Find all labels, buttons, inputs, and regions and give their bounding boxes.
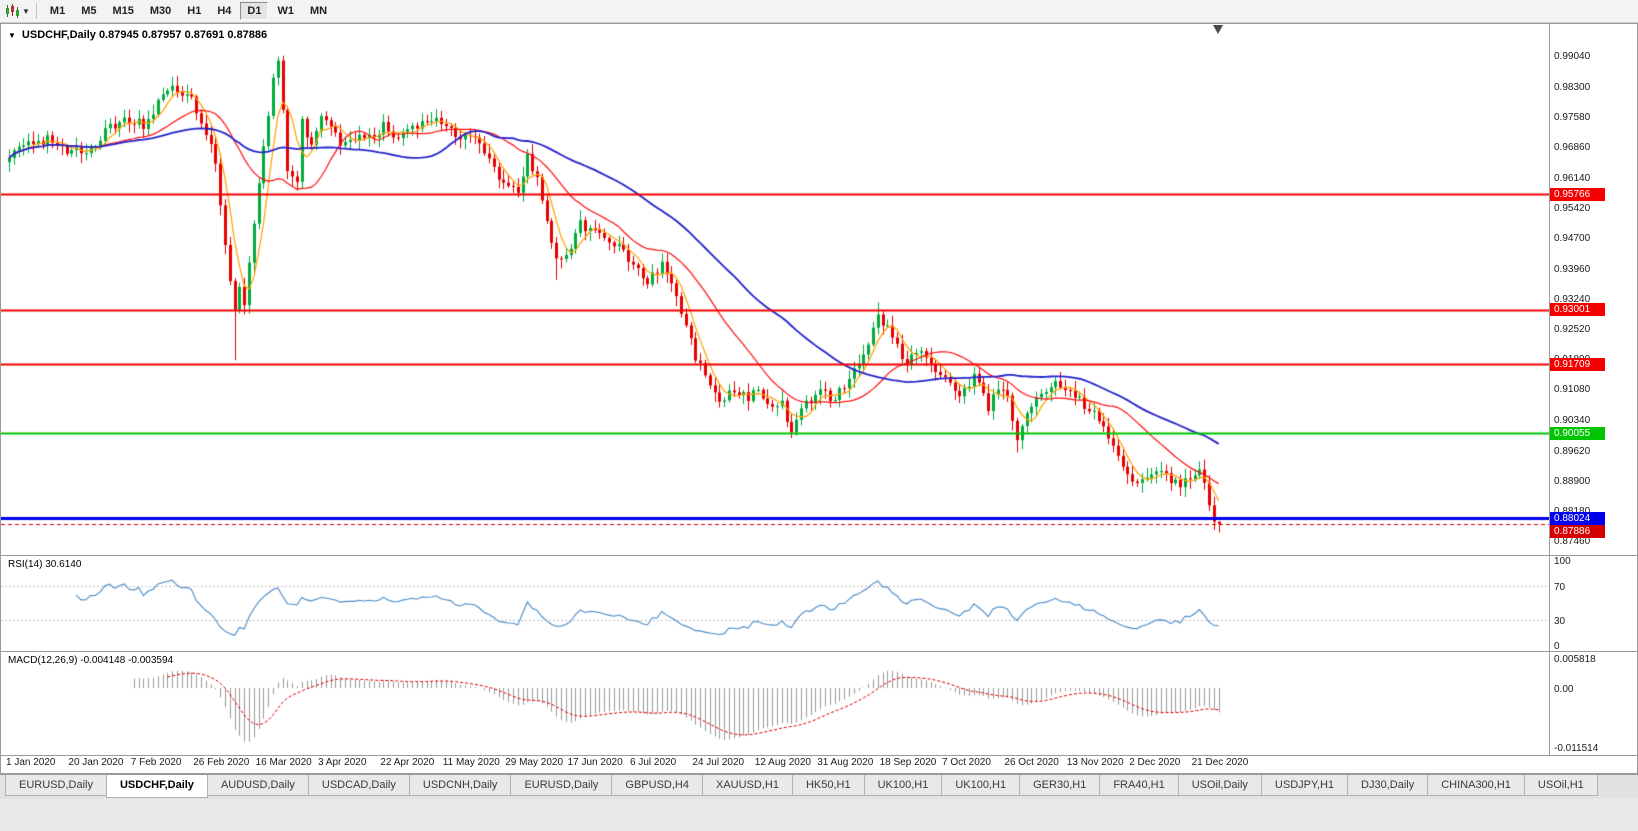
toolbar: ▼ M1 M5 M15 M30 H1 H4 D1 W1 MN	[0, 0, 1638, 23]
chart-tab-gbpusd-h4[interactable]: GBPUSD,H4	[611, 775, 703, 796]
chart-tab-bar: EURUSD,Daily USDCHF,Daily AUDUSD,Daily USDC…	[0, 774, 1638, 799]
date-axis-label: 3 Apr 2020	[318, 757, 367, 768]
chart-tab-usdjpy-h1[interactable]: USDJPY,H1	[1260, 775, 1349, 796]
chart-tab-fra40-h1[interactable]: FRA40,H1	[1099, 775, 1179, 796]
timeframe-m15[interactable]: M15	[112, 5, 134, 17]
chart-tab-usoil-daily[interactable]: USOil,Daily	[1177, 775, 1262, 796]
rsi-axis-label: 0	[1554, 641, 1560, 652]
timeframe-w1[interactable]: W1	[277, 5, 294, 17]
price-axis-label: 0.92520	[1554, 324, 1591, 336]
chart-tab-ger30-h1[interactable]: GER30,H1	[1019, 775, 1101, 796]
hline-price-badge[interactable]: 0.95766	[1550, 187, 1605, 201]
macd-panel-separator[interactable]	[1, 651, 1637, 652]
price-axis-label: 0.91080	[1554, 384, 1591, 396]
price-axis-label: 0.99040	[1554, 51, 1591, 63]
date-axis-label: 26 Feb 2020	[193, 757, 250, 768]
price-axis-separator	[1549, 24, 1550, 755]
date-axis-label: 29 May 2020	[505, 757, 564, 768]
price-axis-label: 0.93240	[1554, 293, 1591, 305]
date-axis-separator	[1, 755, 1637, 756]
rsi-axis-label: 100	[1554, 556, 1571, 567]
date-axis-label: 22 Apr 2020	[380, 757, 435, 768]
macd-indicator-label: MACD(12,26,9) -0.004148 -0.003594	[8, 655, 174, 666]
timeframe-mn[interactable]: MN	[309, 5, 328, 17]
hline-price-badge[interactable]: 0.91709	[1550, 357, 1605, 371]
date-axis-label: 16 Mar 2020	[255, 757, 312, 768]
price-axis-label: 0.97580	[1554, 112, 1591, 124]
chart-title: ▼ USDCHF,Daily 0.87945 0.87957 0.87691 0…	[8, 29, 267, 41]
rsi-axis-label: 30	[1554, 615, 1566, 627]
chart-tab-eurusd-daily[interactable]: EURUSD,Daily	[510, 775, 613, 796]
chart-title-text: USDCHF,Daily 0.87945 0.87957 0.87691 0.8…	[21, 29, 268, 41]
timeframe-d1[interactable]: D1	[240, 2, 269, 20]
rsi-indicator-label: RSI(14) 30.6140	[8, 559, 82, 570]
rsi-panel-separator[interactable]	[1, 555, 1637, 556]
date-axis-label: 31 Aug 2020	[817, 757, 874, 768]
toolbar-separator	[35, 3, 37, 19]
macd-axis-label: 0.005818	[1554, 654, 1596, 666]
chart-tab-xauusd-h1[interactable]: XAUUSD,H1	[701, 775, 793, 796]
rsi-axis-label: 70	[1554, 581, 1566, 593]
macd-panel-canvas[interactable]	[1, 651, 1549, 755]
price-axis-label: 0.96140	[1554, 172, 1591, 184]
chart-window: ▼ USDCHF,Daily 0.87945 0.87957 0.87691 0…	[0, 23, 1638, 774]
price-chart-canvas[interactable]	[1, 24, 1549, 555]
price-axis-label: 0.90340	[1554, 415, 1591, 427]
chart-type-dropdown-icon[interactable]: ▼	[22, 6, 30, 16]
chart-tab-eurusd-daily[interactable]: EURUSD,Daily	[5, 775, 107, 796]
price-axis-label: 0.94700	[1554, 232, 1591, 244]
chart-tab-usoil-h1[interactable]: USOil,H1	[1523, 775, 1598, 796]
candlestick-chart-icon[interactable]	[5, 4, 20, 18]
chart-tab-china300-h1[interactable]: CHINA300,H1	[1427, 775, 1525, 796]
chart-tab-audusd-daily[interactable]: AUDUSD,Daily	[206, 775, 309, 796]
date-axis-label: 13 Nov 2020	[1066, 757, 1124, 768]
chart-tab-usdchf-daily[interactable]: USDCHF,Daily	[105, 775, 208, 798]
date-axis-label: 2 Dec 2020	[1129, 757, 1181, 768]
price-axis-label: 0.93960	[1554, 263, 1591, 275]
date-axis-label: 12 Aug 2020	[754, 757, 811, 768]
price-axis-label: 0.87460	[1554, 536, 1591, 548]
rsi-panel-canvas[interactable]	[1, 555, 1549, 651]
timeframe-h1[interactable]: H1	[187, 5, 202, 17]
date-axis-label: 26 Oct 2020	[1004, 757, 1059, 768]
date-axis-label: 18 Sep 2020	[879, 757, 937, 768]
date-axis-label: 7 Feb 2020	[130, 757, 182, 768]
date-axis-label: 6 Jul 2020	[630, 757, 677, 768]
bid-price-badge: 0.87886	[1550, 524, 1605, 538]
hline-price-badge[interactable]: 0.93001	[1550, 303, 1605, 317]
date-axis-label: 17 Jun 2020	[567, 757, 623, 768]
price-axis-label: 0.88900	[1554, 475, 1591, 487]
timeframe-m5[interactable]: M5	[81, 5, 97, 17]
chart-tab-hk50-h1[interactable]: HK50,H1	[791, 775, 865, 796]
timeframe-h4[interactable]: H4	[217, 5, 232, 17]
chart-shift-marker[interactable]	[1213, 25, 1223, 34]
hline-price-badge[interactable]: 0.90055	[1550, 426, 1605, 440]
date-axis-label: 1 Jan 2020	[6, 757, 56, 768]
chart-menu-icon[interactable]: ▼	[8, 30, 16, 40]
chart-tab-uk100-h1[interactable]: UK100,H1	[863, 775, 943, 796]
timeframe-m30[interactable]: M30	[149, 5, 172, 17]
timeframe-m1[interactable]: M1	[49, 5, 66, 17]
date-axis-label: 11 May 2020	[442, 757, 500, 768]
macd-axis-label: -0.011514	[1554, 743, 1599, 755]
price-axis-label: 0.89620	[1554, 445, 1591, 457]
date-axis-label: 24 Jul 2020	[692, 757, 745, 768]
macd-axis-label: 0.00	[1554, 684, 1574, 696]
price-axis-label: 0.95420	[1554, 202, 1591, 214]
date-axis-label: 20 Jan 2020	[68, 757, 124, 768]
price-axis-label: 0.88180	[1554, 506, 1590, 517]
hline-price-badge[interactable]: 0.88024	[1550, 511, 1605, 525]
date-axis-label: 21 Dec 2020	[1191, 757, 1249, 768]
chart-tab-dj30-daily[interactable]: DJ30,Daily	[1347, 775, 1429, 796]
price-axis-label: 0.96860	[1554, 142, 1591, 154]
chart-tab-usdcnh-daily[interactable]: USDCNH,Daily	[408, 775, 512, 796]
chart-tab-uk100-h1[interactable]: UK100,H1	[941, 775, 1021, 796]
date-axis-label: 7 Oct 2020	[942, 757, 991, 768]
chart-tab-usdcad-daily[interactable]: USDCAD,Daily	[307, 775, 410, 796]
price-axis-label: 0.98300	[1554, 82, 1591, 94]
timeframe-buttons: M1 M5 M15 M30 H1 H4 D1 W1 MN	[43, 2, 336, 20]
